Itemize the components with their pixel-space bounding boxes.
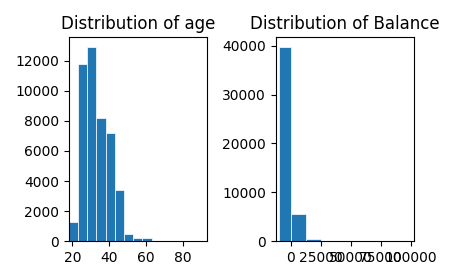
Bar bbox=[278, 47, 290, 241]
Title: Distribution of Balance: Distribution of Balance bbox=[249, 15, 439, 33]
Bar bbox=[96, 118, 105, 241]
Bar bbox=[69, 222, 78, 241]
Bar bbox=[133, 237, 142, 241]
Bar bbox=[87, 47, 96, 241]
Title: Distribution of age: Distribution of age bbox=[60, 15, 215, 33]
Bar bbox=[78, 64, 87, 241]
Bar bbox=[142, 238, 152, 241]
Bar bbox=[305, 239, 320, 241]
Bar bbox=[115, 190, 124, 241]
Bar bbox=[124, 234, 133, 241]
Bar bbox=[290, 214, 305, 241]
Bar bbox=[105, 133, 115, 241]
